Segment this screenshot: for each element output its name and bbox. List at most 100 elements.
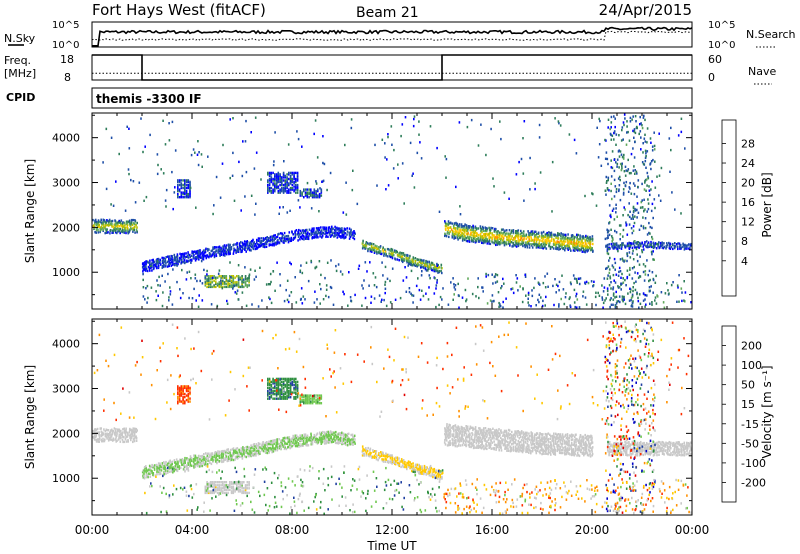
data-cell: [625, 180, 628, 184]
data-cell: [232, 275, 235, 278]
data-cell: [295, 183, 297, 187]
data-cell: [453, 293, 455, 296]
data-cell: [176, 253, 179, 256]
data-cell: [315, 189, 317, 193]
data-cell: [204, 282, 207, 285]
data-cell: [632, 209, 635, 213]
data-cell: [624, 184, 627, 188]
data-cell: [386, 255, 389, 258]
data-cell: [236, 289, 239, 292]
data-cell: [222, 285, 224, 289]
data-cell: [376, 184, 378, 187]
data-cell: [577, 238, 579, 241]
data-cell: [422, 294, 425, 298]
data-cell: [241, 278, 243, 281]
data-cell: [519, 242, 521, 246]
data-cell: [514, 243, 516, 247]
data-cell: [211, 253, 214, 256]
data-cell: [652, 258, 654, 261]
data-cell: [266, 451, 269, 455]
data-cell: [589, 246, 592, 249]
data-cell: [111, 428, 113, 431]
data-cell: [254, 116, 257, 119]
data-cell: [127, 227, 129, 230]
data-cell: [206, 273, 208, 276]
data-cell: [226, 448, 228, 452]
data-cell: [634, 271, 636, 274]
data-cell: [674, 208, 676, 211]
data-cell: [143, 474, 145, 477]
data-cell: [388, 255, 391, 258]
data-cell: [161, 261, 164, 264]
cpid-value: themis -3300 IF: [96, 92, 202, 106]
data-cell: [560, 243, 562, 246]
data-cell: [495, 240, 497, 243]
data-cell: [256, 449, 258, 452]
data-cell: [369, 453, 371, 456]
data-cell: [575, 295, 577, 298]
data-cell: [488, 239, 491, 242]
data-cell: [158, 466, 161, 470]
date-title: 24/Apr/2015: [599, 1, 692, 19]
data-cell: [104, 231, 106, 235]
data-cell: [362, 245, 364, 248]
data-cell: [463, 238, 466, 241]
data-cell: [322, 434, 325, 437]
data-cell: [475, 295, 477, 298]
data-cell: [178, 180, 181, 184]
data-cell: [202, 461, 205, 464]
data-cell: [456, 227, 459, 230]
data-cell: [95, 431, 98, 434]
data-cell: [382, 460, 385, 463]
data-cell: [412, 294, 415, 297]
data-cell: [122, 440, 124, 444]
data-cell: [347, 432, 350, 435]
data-cell: [135, 439, 138, 442]
data-cell: [319, 302, 321, 305]
data-cell: [315, 180, 317, 183]
data-cell: [230, 281, 233, 284]
data-cell: [175, 255, 178, 258]
data-cell: [610, 228, 612, 231]
data-cell: [217, 272, 220, 275]
data-cell: [226, 457, 228, 461]
data-cell: [339, 227, 342, 230]
data-cell: [382, 452, 384, 455]
data-cell: [634, 215, 636, 218]
data-cell: [557, 243, 560, 246]
data-cell: [628, 273, 631, 276]
data-cell: [161, 304, 164, 308]
data-cell: [282, 191, 285, 194]
data-cell: [159, 463, 161, 467]
data-cell: [610, 189, 612, 193]
data-cell: [329, 230, 332, 233]
data-cell: [227, 279, 229, 282]
data-cell: [229, 252, 231, 255]
data-cell: [313, 232, 316, 235]
data-cell: [307, 279, 310, 283]
data-cell: [442, 287, 444, 290]
data-cell: [222, 275, 224, 278]
data-cell: [190, 153, 193, 157]
data-cell: [189, 253, 191, 257]
data-cell: [209, 284, 212, 287]
data-cell: [507, 232, 510, 235]
data-cell: [527, 297, 529, 300]
data-cell: [93, 227, 95, 231]
data-cell: [213, 252, 215, 255]
data-cell: [576, 235, 578, 239]
data-cell: [124, 437, 127, 440]
data-cell: [401, 162, 404, 165]
data-cell: [318, 229, 321, 232]
data-cell: [323, 435, 326, 438]
data-cell: [607, 178, 609, 182]
data-cell: [244, 246, 246, 249]
data-cell: [645, 155, 647, 158]
data-cell: [619, 162, 622, 166]
data-cell: [491, 300, 493, 303]
data-cell: [353, 230, 355, 233]
data-cell: [286, 279, 289, 282]
data-cell: [669, 247, 672, 250]
data-cell: [690, 242, 692, 246]
data-cell: [316, 228, 319, 232]
